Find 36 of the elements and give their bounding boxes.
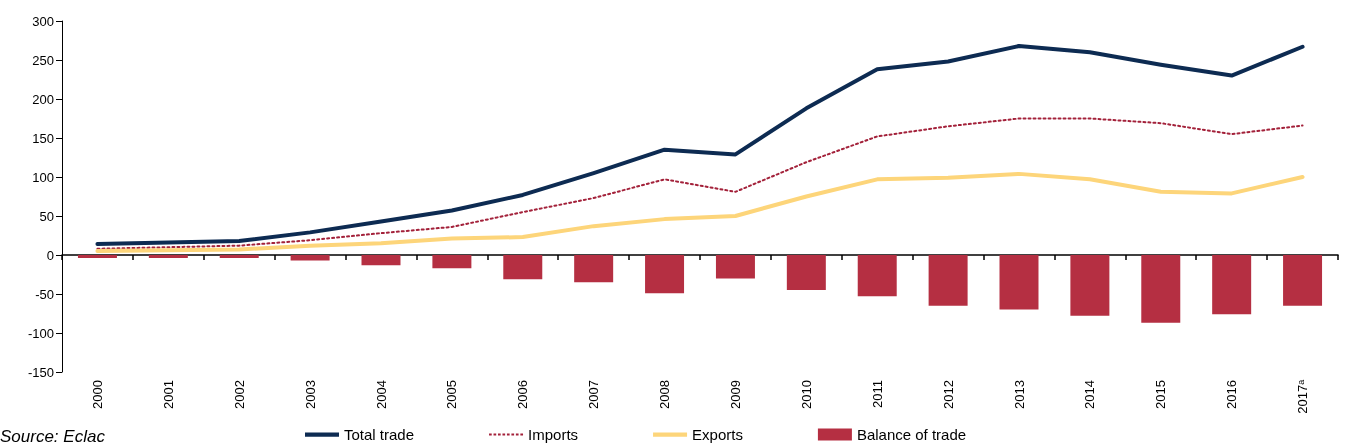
x-tick-label: 2011 — [869, 380, 885, 408]
y-tick-label: -50 — [35, 286, 54, 302]
x-tick-label: 2015 — [1153, 380, 1169, 409]
x-tick-label: 2010 — [798, 380, 814, 409]
x-tick-label: 2016 — [1224, 380, 1240, 409]
x-tick-label: 2006 — [515, 380, 531, 409]
legend-label: Imports — [528, 426, 579, 443]
legend-label: Balance of trade — [856, 426, 967, 443]
source-note: Source: Eclac — [0, 427, 106, 446]
x-tick-label: 2002 — [231, 380, 247, 409]
x-tick-label: 2012 — [940, 380, 956, 409]
y-tick-label: 200 — [32, 91, 54, 107]
x-tick-label: 2014 — [1082, 380, 1098, 409]
x-tick-label: 2001 — [160, 380, 176, 409]
y-tick-label: -150 — [27, 364, 54, 380]
y-tick-label: 250 — [32, 52, 54, 68]
y-tick-label: 0 — [46, 247, 54, 263]
x-tick-label: 2009 — [727, 380, 743, 409]
y-tick-label: 300 — [32, 13, 54, 29]
y-tick-label: 50 — [39, 208, 54, 224]
x-tick-label: 2005 — [444, 380, 460, 409]
legend-label: Exports — [692, 426, 743, 443]
line-series — [96, 117, 1304, 250]
y-tick-label: 150 — [32, 130, 54, 146]
x-tick-label: 2004 — [373, 380, 389, 409]
x-tick-label: 2003 — [302, 380, 318, 409]
x-tick-label: 2008 — [657, 380, 673, 409]
y-tick-label: 100 — [32, 169, 54, 185]
x-tick-label: 2013 — [1011, 380, 1027, 409]
legend-label: Total trade — [344, 426, 415, 443]
line-series — [95, 171, 1305, 254]
x-tick-label: 2017ᵃ — [1295, 379, 1311, 414]
line-series — [95, 43, 1305, 247]
y-tick-label: -100 — [27, 325, 54, 341]
x-tick-label: 2007 — [586, 380, 602, 409]
x-tick-label: 2000 — [89, 380, 105, 409]
